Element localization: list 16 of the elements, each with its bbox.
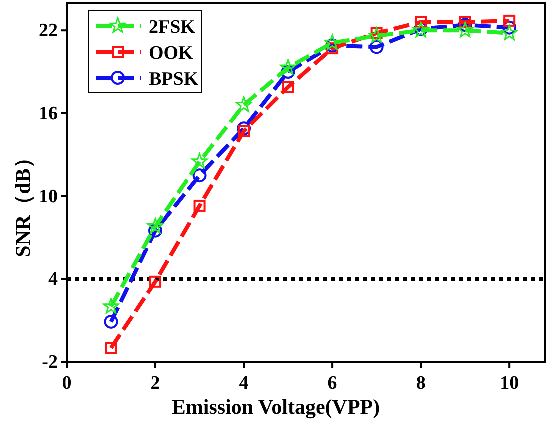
x-tick-label: 2 — [150, 373, 160, 394]
y-axis-title: SNR（dB） — [11, 148, 35, 258]
legend-label: 2FSK — [149, 17, 196, 38]
x-axis-title: Emission Voltage(VPP) — [172, 395, 380, 419]
x-tick-label: 8 — [416, 373, 426, 394]
y-tick-label: 4 — [48, 269, 58, 290]
legend-label: OOK — [149, 43, 194, 64]
x-tick-label: 0 — [62, 373, 72, 394]
y-tick-label: -2 — [42, 352, 58, 373]
x-tick-label: 4 — [239, 373, 250, 394]
legend-label: BPSK — [149, 69, 199, 90]
y-tick-label: 10 — [39, 186, 58, 208]
y-tick-label: 16 — [39, 103, 58, 124]
y-tick-label: 22 — [39, 20, 58, 42]
x-tick-label: 6 — [328, 373, 338, 394]
x-tick-label: 10 — [500, 373, 520, 394]
